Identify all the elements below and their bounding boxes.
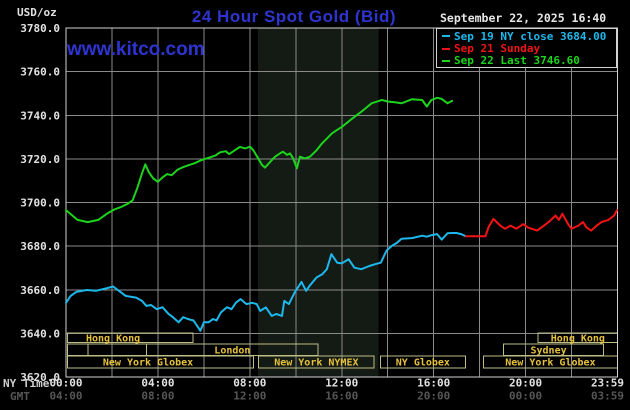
legend-entry-label: Sep 19 NY close 3684.00 (454, 29, 607, 43)
legend-dash-icon (442, 47, 450, 50)
y-tick-label: 3620.0 (20, 371, 60, 384)
legend-dash-icon (442, 59, 450, 62)
x-tick-label-ny: 23:59 (591, 377, 624, 390)
session-box (67, 332, 194, 343)
session-label: Sydney (531, 345, 567, 356)
x-tick-label-ny: 16:00 (417, 377, 450, 390)
x-tick-label-gmt: 08:00 (141, 390, 174, 403)
session-label: New York Globex (103, 358, 193, 369)
x-tick-label-gmt: 12:00 (233, 390, 266, 403)
session-box (87, 343, 148, 356)
session-box (67, 343, 89, 356)
session-box (379, 355, 466, 369)
unit-label: USD/oz (17, 6, 57, 19)
y-tick-label: 3760.0 (20, 66, 60, 79)
legend-entry: Sep 21 Sunday (442, 42, 616, 56)
session-box (67, 355, 255, 369)
kitco-watermark-link[interactable]: www.kitco.com (67, 39, 205, 60)
y-tick-label: 3640.0 (20, 327, 60, 340)
x-tick-label-gmt: 16:00 (325, 390, 358, 403)
legend-entry-label: Sep 21 Sunday (454, 42, 541, 56)
datetime-label: September 22, 2025 16:40 (440, 11, 607, 25)
session-box (258, 355, 375, 369)
session-label: Hong Kong (551, 333, 605, 344)
series-line-sep21 (464, 209, 618, 238)
plot-border (65, 27, 618, 378)
x-tick-label-gmt: 03:59 (591, 390, 624, 403)
session-label: NY Globex (396, 358, 450, 369)
y-tick-label: 3720.0 (20, 153, 60, 166)
x-tick-label-ny: 00:00 (49, 377, 82, 390)
legend-entry: Sep 19 NY close 3684.00 (442, 29, 616, 43)
legend-dash-icon (442, 35, 450, 38)
session-label: London (214, 345, 250, 356)
x-tick-label-gmt: 20:00 (417, 390, 450, 403)
session-label: New York Globex (505, 358, 595, 369)
ny-time-axis-label: NY Time (3, 377, 50, 390)
legend-box: Sep 19 NY close 3684.00 Sep 21 Sunday Sep … (436, 28, 617, 68)
gmt-axis-label: GMT (10, 390, 30, 403)
series-line-sep22 (65, 96, 454, 224)
y-tick-label: 3680.0 (20, 240, 60, 253)
x-tick-label-ny: 04:00 (141, 377, 174, 390)
y-tick-label: 3780.0 (20, 22, 60, 35)
x-tick-label-ny: 20:00 (509, 377, 542, 390)
series-line-sep19 (65, 232, 467, 332)
y-tick-label: 3700.0 (20, 197, 60, 210)
y-tick-label: 3740.0 (20, 109, 60, 122)
session-label: Hong Kong (86, 333, 140, 344)
x-tick-label-ny: 12:00 (325, 377, 358, 390)
chart-title: 24 Hour Spot Gold (Bid) (191, 7, 397, 26)
x-tick-label-ny: 08:00 (233, 377, 266, 390)
y-tick-label: 3660.0 (20, 284, 60, 297)
session-label: New York NYMEX (274, 358, 358, 369)
x-tick-label-gmt: 00:00 (509, 390, 542, 403)
legend-entry-label: Sep 22 Last 3746.60 (454, 54, 580, 68)
legend-entry: Sep 22 Last 3746.60 (442, 54, 616, 68)
x-tick-label-gmt: 04:00 (49, 390, 82, 403)
